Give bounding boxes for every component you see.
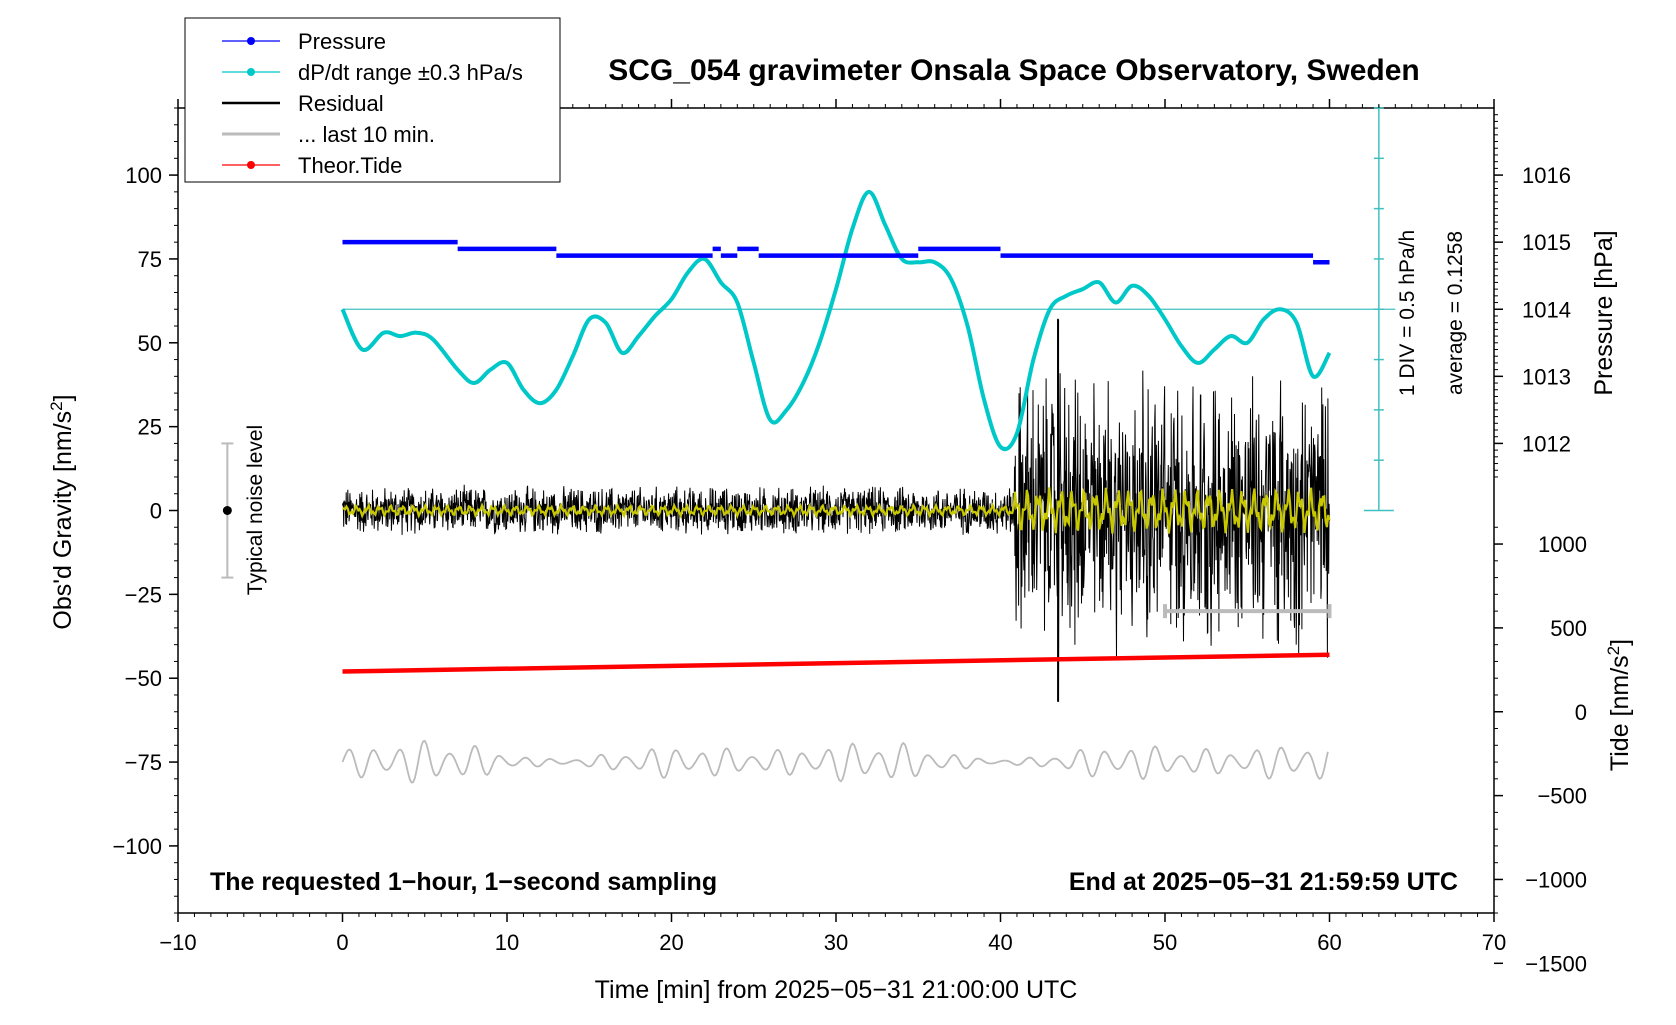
y-tick-label: 25 — [138, 415, 162, 440]
legend-marker — [247, 68, 255, 76]
pressure-tick-label: 1016 — [1522, 163, 1571, 188]
noise-level-dot — [222, 506, 232, 515]
y-axis-title-gravity-end: ] — [49, 394, 77, 401]
y-tick-label: −75 — [125, 750, 162, 775]
tide-tick-label: 500 — [1550, 616, 1587, 641]
legend-marker — [247, 37, 255, 45]
chart-title: SCG_054 gravimeter Onsala Space Observat… — [608, 54, 1420, 87]
pressure-tick-label: 1013 — [1522, 364, 1571, 389]
legend: Pressure dP/dt range ±0.3 hPa/s Residual..… — [184, 17, 561, 183]
y-axis-title-gravity: Obs'd Gravity [nm/s2] — [47, 394, 77, 629]
noise-level-label: Typical noise level — [244, 425, 267, 595]
residual-line — [342, 318, 1330, 702]
tide-tick-label: 1000 — [1538, 532, 1587, 557]
y-axis-title-gravity-sup: 2 — [47, 401, 66, 410]
y-axis-title-tide-end: ] — [1606, 639, 1634, 646]
legend-label: dP/dt range ±0.3 hPa/s — [298, 60, 523, 85]
y-tick-label: −25 — [125, 582, 162, 607]
y-axis-title-gravity-main: Obs'd Gravity [nm/s — [49, 411, 77, 630]
x-tick-label: 30 — [824, 930, 848, 955]
y-tick-label: −50 — [125, 666, 162, 691]
x-tick-label: 60 — [1317, 930, 1341, 955]
y-tick-label: −100 — [112, 834, 162, 859]
legend-label: Pressure — [298, 29, 386, 54]
x-tick-label: 50 — [1153, 930, 1177, 955]
smoothed-residual-line — [342, 487, 1331, 534]
pressure-tick-label: 1015 — [1522, 230, 1571, 255]
legend-box — [184, 17, 561, 183]
y-axis-title-tide-sup: 2 — [1604, 646, 1623, 655]
legend-label: Theor.Tide — [298, 153, 402, 178]
y-tick-label: 50 — [138, 331, 162, 356]
legend-marker — [247, 161, 255, 169]
x-tick-label: 20 — [659, 930, 683, 955]
text-layer: SCG_054 gravimeter Onsala Space Observat… — [47, 54, 1634, 1004]
tide-tick-label: 0 — [1575, 700, 1587, 725]
y-tick-label: 100 — [125, 163, 162, 188]
footer-left-note: The requested 1−hour, 1−second sampling — [210, 868, 717, 896]
x-axis-title: Time [min] from 2025−05−31 21:00:00 UTC — [595, 976, 1078, 1004]
y-tick-label: 0 — [150, 499, 162, 524]
series-layer — [221, 104, 1396, 784]
axes-layer: −10 0 10 20 30 40 50 60 701007550250−25−50−75−10… — [112, 99, 1587, 976]
tide-residual-line — [341, 739, 1329, 784]
tide-tick-label: −1000 — [1525, 867, 1587, 892]
legend-label: ... last 10 min. — [298, 122, 435, 147]
y-axis-title-tide-main: Tide [nm/s — [1606, 655, 1634, 771]
y-axis-title-pressure: Pressure [hPa] — [1590, 230, 1618, 395]
y-axis-title-tide: Tide [nm/s2] — [1604, 639, 1634, 771]
theoretical-tide-line — [342, 652, 1330, 674]
dpdt-line — [340, 189, 1332, 452]
div-scale-label: 1 DIV = 0.5 hPa/h — [1396, 230, 1419, 396]
footer-right-note: End at 2025−05−31 21:59:59 UTC — [1069, 868, 1458, 896]
legend-label: Residual — [298, 91, 384, 116]
tide-tick-label: −1500 — [1525, 951, 1587, 976]
x-tick-label: −10 — [159, 930, 196, 955]
y-tick-label: 75 — [138, 247, 162, 272]
pressure-tick-label: 1014 — [1522, 297, 1571, 322]
x-tick-label: 0 — [336, 930, 348, 955]
x-tick-label: 70 — [1482, 930, 1506, 955]
tide-tick-label: −500 — [1537, 784, 1587, 809]
average-label: average = 0.1258 — [1444, 231, 1467, 395]
pressure-tick-label: 1012 — [1522, 431, 1571, 456]
x-tick-label: 10 — [495, 930, 519, 955]
x-tick-label: 40 — [988, 930, 1012, 955]
